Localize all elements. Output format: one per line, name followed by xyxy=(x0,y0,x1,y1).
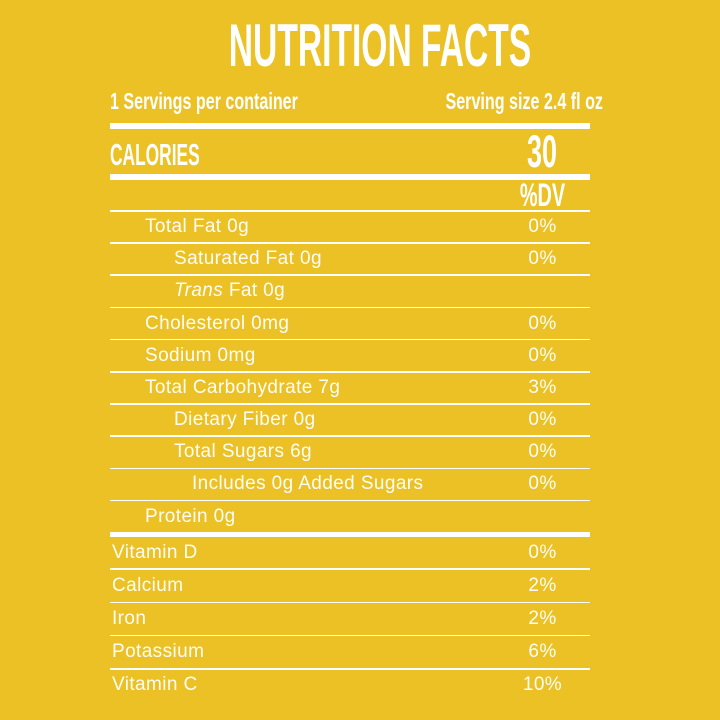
vitamin-row-iron: Iron 2% xyxy=(110,603,590,635)
nutrient-label: Vitamin D xyxy=(112,541,198,563)
vitamin-row-vitamin-d: Vitamin D 0% xyxy=(110,537,590,569)
divider xyxy=(110,403,590,405)
nutrient-label: Iron xyxy=(112,608,147,629)
nutrient-label: Calcium xyxy=(112,574,184,596)
nutrient-row-total-fat: Total Fat 0g 0% xyxy=(110,212,590,243)
dv-header: %DV xyxy=(519,177,566,213)
nutrient-label: Trans Fat 0g xyxy=(174,280,286,302)
nutrition-facts-label: NUTRITION FACTS 1 Servings per container… xyxy=(110,0,603,701)
vitamin-row-vitamin-c: Vitamin C 10% xyxy=(110,670,590,702)
divider xyxy=(110,274,590,277)
divider xyxy=(110,601,590,604)
dv-header-row: %DV xyxy=(110,177,590,213)
vitamin-row-potassium: Potassium 6% xyxy=(110,636,590,668)
vitamin-row-calcium: Calcium 2% xyxy=(110,570,590,602)
thick-divider-top xyxy=(110,123,590,129)
vitamins-section: Vitamin D 0% Calcium 2% Iron 2% Potassiu… xyxy=(110,537,590,701)
divider xyxy=(110,370,590,373)
divider xyxy=(110,338,590,341)
label-header: NUTRITION FACTS xyxy=(110,16,590,76)
dv-value: 0% xyxy=(528,441,557,463)
divider xyxy=(110,667,590,670)
dv-value: 0% xyxy=(528,248,557,270)
nutrient-label: Total Carbohydrate 7g xyxy=(145,376,341,398)
nutrient-row-protein: Protein 0g xyxy=(110,501,590,532)
nutrient-label: Cholesterol 0mg xyxy=(145,312,290,334)
serving-info-row: 1 Servings per container Serving size 2.… xyxy=(110,88,603,114)
divider xyxy=(110,568,590,571)
page-title: NUTRITION FACTS xyxy=(228,12,532,79)
nutrient-label: Total Fat 0g xyxy=(145,215,250,237)
divider xyxy=(110,435,590,437)
dv-value: 2% xyxy=(528,608,557,629)
divider xyxy=(110,499,590,502)
nutrient-row-added-sugars: Includes 0g Added Sugars 0% xyxy=(110,469,590,500)
nutrient-row-dietary-fiber: Dietary Fiber 0g 0% xyxy=(110,405,590,436)
dv-value: 0% xyxy=(528,215,557,237)
dv-value: 2% xyxy=(528,574,557,596)
calories-value: 30 xyxy=(527,126,558,177)
divider xyxy=(110,210,590,212)
nutrient-row-total-sugars: Total Sugars 6g 0% xyxy=(110,437,590,468)
nutrient-row-trans-fat: Trans Fat 0g xyxy=(110,276,590,307)
dv-value: 10% xyxy=(522,674,563,696)
nutrient-label: Sodium 0mg xyxy=(145,344,256,366)
nutrient-row-saturated-fat: Saturated Fat 0g 0% xyxy=(110,244,590,275)
nutrient-row-cholesterol: Cholesterol 0mg 0% xyxy=(110,308,590,339)
calories-row: CALORIES 30 xyxy=(110,129,590,174)
serving-size: Serving size 2.4 fl oz xyxy=(445,88,604,114)
nutrient-label: Potassium xyxy=(112,641,205,663)
nutrient-label: Dietary Fiber 0g xyxy=(174,409,316,431)
nutrient-row-sodium: Sodium 0mg 0% xyxy=(110,340,590,371)
dv-value: 3% xyxy=(528,376,557,398)
dv-value: 0% xyxy=(528,409,557,431)
dv-value: 0% xyxy=(528,541,557,563)
nutrient-label: Protein 0g xyxy=(145,505,236,527)
nutrient-label: Includes 0g Added Sugars xyxy=(192,473,424,495)
thick-divider-protein xyxy=(110,531,590,537)
nutrient-label: Saturated Fat 0g xyxy=(174,248,322,270)
thick-divider-calories xyxy=(110,174,590,180)
dv-value: 6% xyxy=(528,641,557,663)
nutrient-label: Vitamin C xyxy=(112,674,198,696)
nutrient-row-total-carbohydrate: Total Carbohydrate 7g 3% xyxy=(110,373,590,404)
nutrient-label: Total Sugars 6g xyxy=(174,441,313,463)
dv-value: 0% xyxy=(528,473,557,495)
divider xyxy=(110,467,590,470)
divider xyxy=(110,634,590,637)
dv-value: 0% xyxy=(528,344,557,366)
divider xyxy=(110,242,590,244)
calories-label: CALORIES xyxy=(110,137,200,172)
servings-per-container: 1 Servings per container xyxy=(110,88,298,114)
divider xyxy=(110,306,590,309)
dv-value: 0% xyxy=(528,312,557,334)
